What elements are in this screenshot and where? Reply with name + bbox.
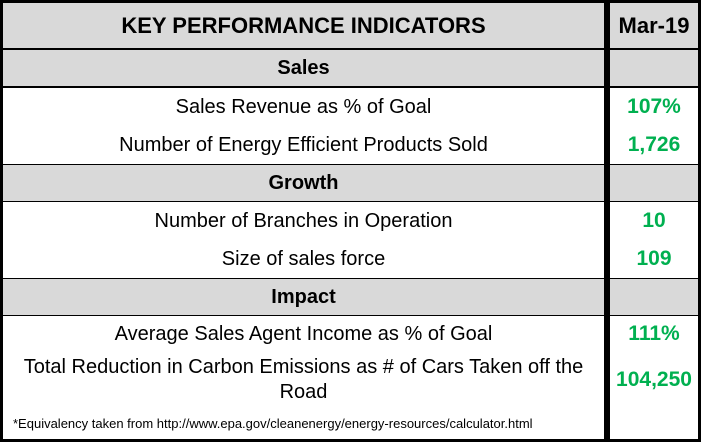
table-title: KEY PERFORMANCE INDICATORS (3, 3, 604, 48)
kpi-label-products-sold: Number of Energy Efficient Products Sold (3, 126, 604, 164)
period-header: Mar-19 (610, 3, 698, 48)
section-sales: Sales (3, 50, 604, 86)
section-growth-value-cell (610, 165, 698, 201)
footnote: *Equivalency taken from http://www.epa.g… (3, 408, 604, 439)
section-impact: Impact (3, 279, 604, 315)
kpi-label-sales-revenue: Sales Revenue as % of Goal (3, 88, 604, 126)
kpi-value-sales-revenue: 107% (610, 88, 698, 126)
kpi-label-agent-income: Average Sales Agent Income as % of Goal (3, 316, 604, 352)
kpi-value-carbon-reduction: 104,250 (610, 352, 698, 408)
kpi-label-sales-force: Size of sales force (3, 240, 604, 278)
footnote-value-cell (610, 408, 698, 439)
section-growth: Growth (3, 165, 604, 201)
kpi-value-sales-force: 109 (610, 240, 698, 278)
kpi-label-branches: Number of Branches in Operation (3, 202, 604, 240)
section-impact-value-cell (610, 279, 698, 315)
kpi-value-agent-income: 111% (610, 316, 698, 352)
kpi-value-branches: 10 (610, 202, 698, 240)
kpi-label-carbon-reduction: Total Reduction in Carbon Emissions as #… (3, 352, 604, 408)
kpi-value-products-sold: 1,726 (610, 126, 698, 164)
section-sales-value-cell (610, 50, 698, 86)
